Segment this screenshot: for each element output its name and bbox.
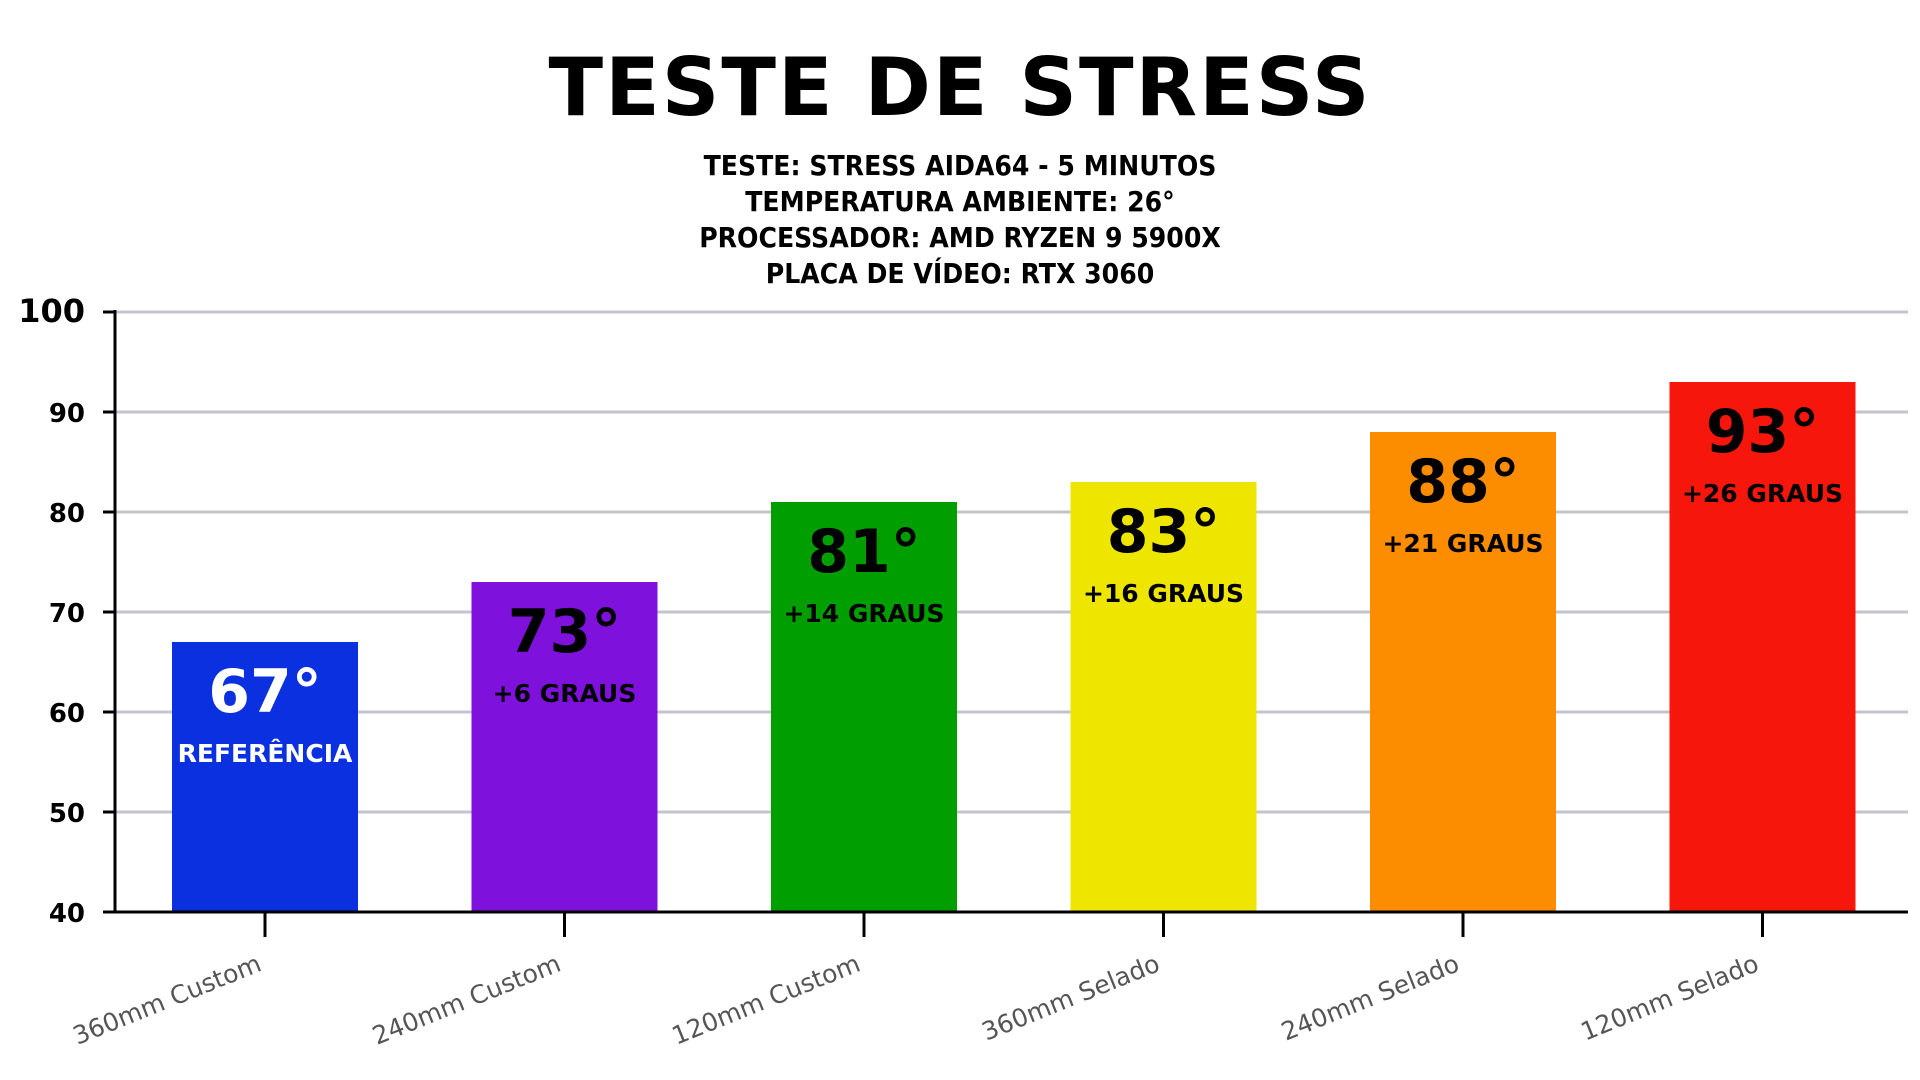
x-tick-label: 120mm Custom (668, 949, 864, 1051)
x-tick-label: 240mm Custom (368, 949, 564, 1051)
y-tick-label: 50 (49, 799, 85, 829)
y-tick-label: 60 (49, 699, 85, 729)
bar-value-label: 93° (1706, 397, 1820, 467)
bar-value-label: 83° (1107, 497, 1221, 567)
bar-note-label: +21 GRAUS (1382, 529, 1543, 558)
bar-1 (172, 642, 358, 912)
bar-note-label: +16 GRAUS (1083, 579, 1244, 608)
bar-6 (1669, 382, 1856, 912)
bar-value-label: 67° (208, 657, 322, 727)
x-tick-label: 240mm Selado (1277, 949, 1463, 1047)
subtitle-gpu: PLACA DE VÍDEO: RTX 3060 (765, 257, 1155, 290)
bar-note-label: REFERÊNCIA (178, 739, 353, 768)
bar-2 (471, 582, 658, 912)
bar-value-label: 88° (1406, 447, 1520, 517)
x-tick-label: 120mm Selado (1577, 949, 1763, 1047)
subtitle-test: TESTE: STRESS AIDA64 - 5 MINUTOS (703, 149, 1217, 182)
bar-4 (1070, 482, 1257, 912)
bar-value-label: 81° (807, 517, 921, 587)
x-tick-label: 360mm Selado (978, 949, 1164, 1047)
y-tick-label: 100 (18, 292, 85, 330)
y-tick-label: 90 (49, 399, 85, 429)
chart-title: TESTE DE STRESS (548, 41, 1372, 134)
subtitle-ambient-temperature: TEMPERATURA AMBIENTE: 26° (745, 185, 1175, 218)
bar-note-label: +26 GRAUS (1682, 479, 1843, 508)
subtitle-processor: PROCESSADOR: AMD RYZEN 9 5900X (699, 221, 1221, 254)
bar-3 (771, 502, 957, 912)
y-tick-label: 40 (49, 899, 85, 929)
bar-note-label: +6 GRAUS (493, 679, 637, 708)
y-tick-label: 70 (49, 599, 85, 629)
bar-value-label: 73° (508, 597, 622, 667)
x-tick-label: 360mm Custom (69, 949, 265, 1051)
bar-note-label: +14 GRAUS (783, 599, 944, 628)
y-tick-label: 80 (49, 499, 85, 529)
bar-5 (1370, 432, 1556, 912)
